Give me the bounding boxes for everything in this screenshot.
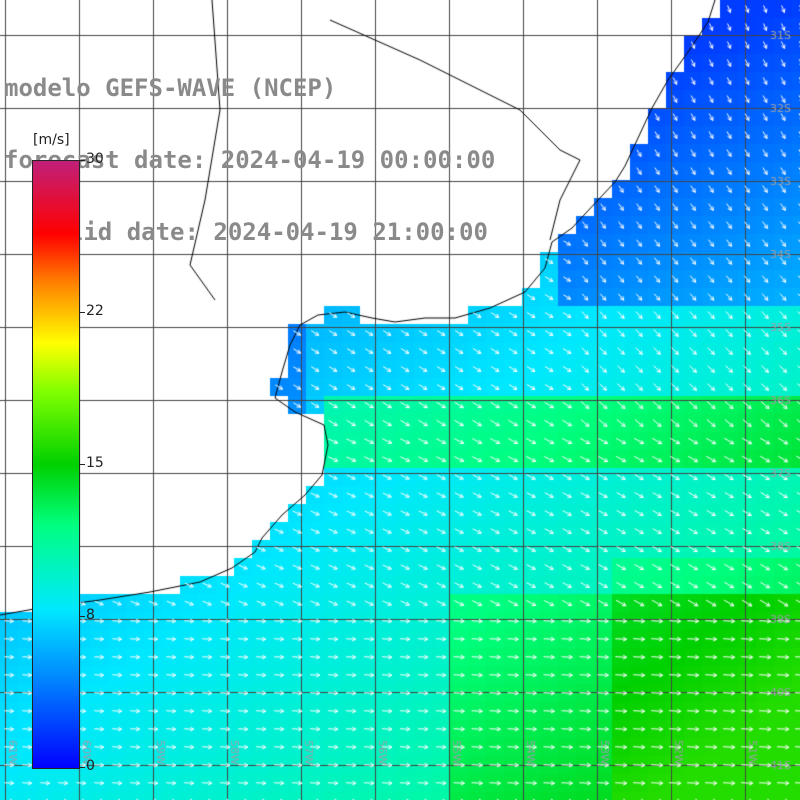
colorbar-tick-8: 8 — [86, 607, 95, 623]
model-name: modelo GEFS-WAVE (NCEP) — [4, 74, 337, 102]
colorbar-tickmark — [79, 767, 85, 768]
colorbar — [32, 160, 80, 769]
colorbar-unit-label: [m/s] — [33, 132, 70, 148]
colorbar-tickmark — [79, 464, 85, 465]
colorbar-tick-15: 15 — [86, 455, 104, 471]
colorbar-tickmark — [79, 616, 85, 617]
colorbar-tick-0: 0 — [86, 758, 95, 774]
colorbar-tick-22: 22 — [86, 303, 104, 319]
colorbar-tick-30: 30 — [86, 151, 104, 167]
colorbar-tickmark — [79, 312, 85, 313]
colorbar-tickmark — [79, 160, 85, 161]
